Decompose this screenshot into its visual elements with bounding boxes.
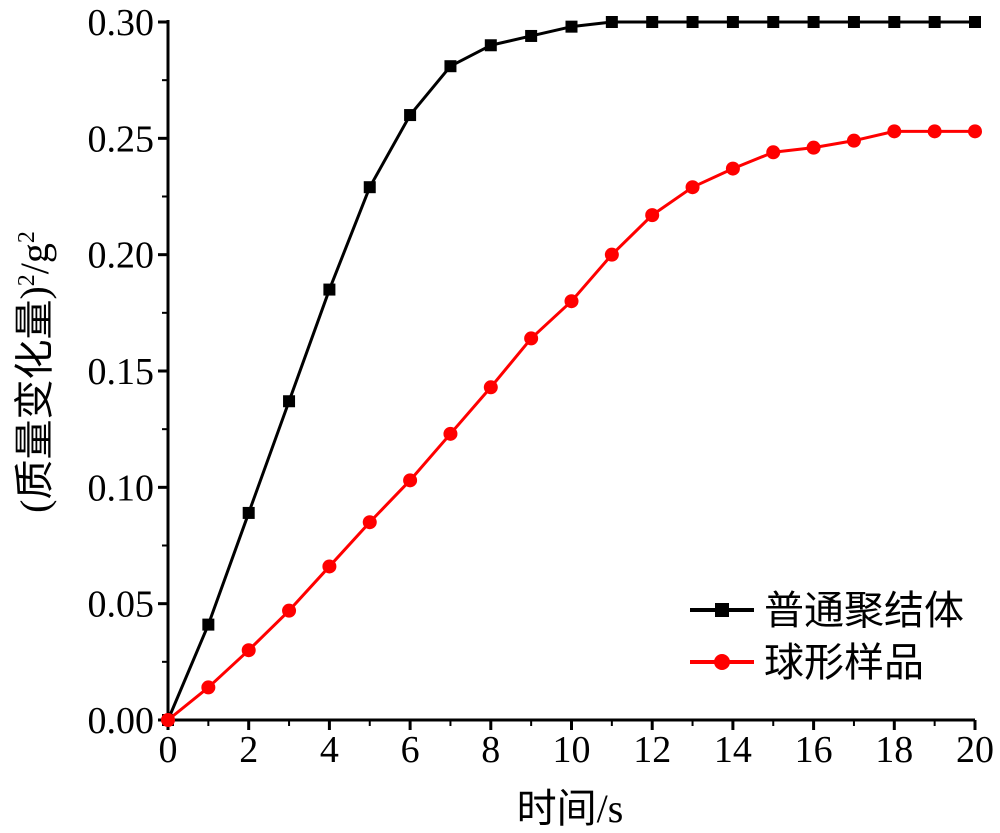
data-point xyxy=(646,16,659,28)
y-tick-label: 0.10 xyxy=(88,467,155,509)
x-tick-label: 4 xyxy=(320,729,339,771)
data-point xyxy=(241,643,256,658)
legend-marker xyxy=(714,654,730,670)
data-point xyxy=(888,16,901,28)
x-tick-label: 20 xyxy=(956,729,994,771)
legend-label: 球形样品 xyxy=(764,640,924,685)
data-point xyxy=(201,680,216,695)
data-point xyxy=(806,140,821,155)
data-point xyxy=(322,559,337,574)
data-point xyxy=(443,426,458,441)
legend-marker xyxy=(715,603,729,617)
data-point xyxy=(928,16,941,28)
data-point xyxy=(847,16,860,28)
x-tick-label: 10 xyxy=(553,729,591,771)
data-point xyxy=(604,247,619,262)
data-point xyxy=(605,16,618,28)
data-point xyxy=(846,133,861,148)
y-tick-label: 0.05 xyxy=(88,584,155,626)
x-tick-label: 0 xyxy=(159,729,178,771)
y-tick-label: 0.25 xyxy=(88,118,155,160)
y-tick-label: 0.00 xyxy=(88,700,155,742)
data-point xyxy=(323,283,336,296)
x-axis: 0 2 4 6 8 10 12 14 16 18 20 xyxy=(159,720,994,771)
legend-label: 普通聚结体 xyxy=(764,588,964,633)
data-point xyxy=(767,16,780,28)
data-point xyxy=(404,109,417,122)
data-point xyxy=(766,145,781,160)
data-point xyxy=(161,713,175,727)
data-point xyxy=(927,124,942,139)
x-axis-title: 时间/s xyxy=(517,786,624,831)
data-point xyxy=(645,208,660,223)
x-tick-label: 16 xyxy=(795,729,833,771)
data-point xyxy=(685,180,700,195)
data-point xyxy=(968,124,982,139)
x-tick-label: 6 xyxy=(401,729,420,771)
data-point xyxy=(242,506,255,519)
data-point xyxy=(483,380,498,395)
legend-item: 球形样品 xyxy=(690,640,924,685)
data-point xyxy=(969,16,981,28)
series-2 xyxy=(161,124,982,727)
data-point xyxy=(725,161,740,176)
x-tick-label: 8 xyxy=(481,729,500,771)
y-tick-label: 0.30 xyxy=(88,2,155,44)
data-point xyxy=(363,181,376,194)
y-axis-title-main: (质量变化量) xyxy=(12,286,57,513)
x-tick-label: 18 xyxy=(875,729,913,771)
data-point xyxy=(283,395,296,408)
data-point xyxy=(807,16,820,28)
data-point xyxy=(565,20,578,33)
y-axis: 0.00 0.05 0.10 0.15 0.20 0.25 0.30 xyxy=(88,2,168,742)
data-point xyxy=(686,16,699,28)
y-axis-title-unit-sup: 2 xyxy=(14,231,40,243)
y-axis-title-unit: /g xyxy=(12,243,57,274)
data-point xyxy=(887,124,902,139)
y-axis-title-group: (质量变化量)2/g2 xyxy=(12,231,57,513)
data-point xyxy=(726,16,739,28)
data-point xyxy=(202,618,215,631)
y-tick-label: 0.15 xyxy=(88,351,155,393)
x-tick-label: 14 xyxy=(714,729,752,771)
data-point xyxy=(444,60,457,73)
data-point xyxy=(564,294,579,309)
data-point xyxy=(524,331,539,346)
legend-item: 普通聚结体 xyxy=(690,588,964,633)
x-tick-label: 12 xyxy=(633,729,671,771)
data-point xyxy=(403,473,418,488)
data-point xyxy=(362,515,377,530)
series-layer xyxy=(161,16,982,727)
x-tick-label: 2 xyxy=(239,729,258,771)
data-point xyxy=(525,29,538,42)
data-point xyxy=(282,603,297,618)
y-axis-title-sup: 2 xyxy=(14,274,40,286)
y-axis-title: (质量变化量)2/g2 xyxy=(12,231,57,513)
data-point xyxy=(484,39,497,52)
y-tick-label: 0.20 xyxy=(88,235,155,277)
